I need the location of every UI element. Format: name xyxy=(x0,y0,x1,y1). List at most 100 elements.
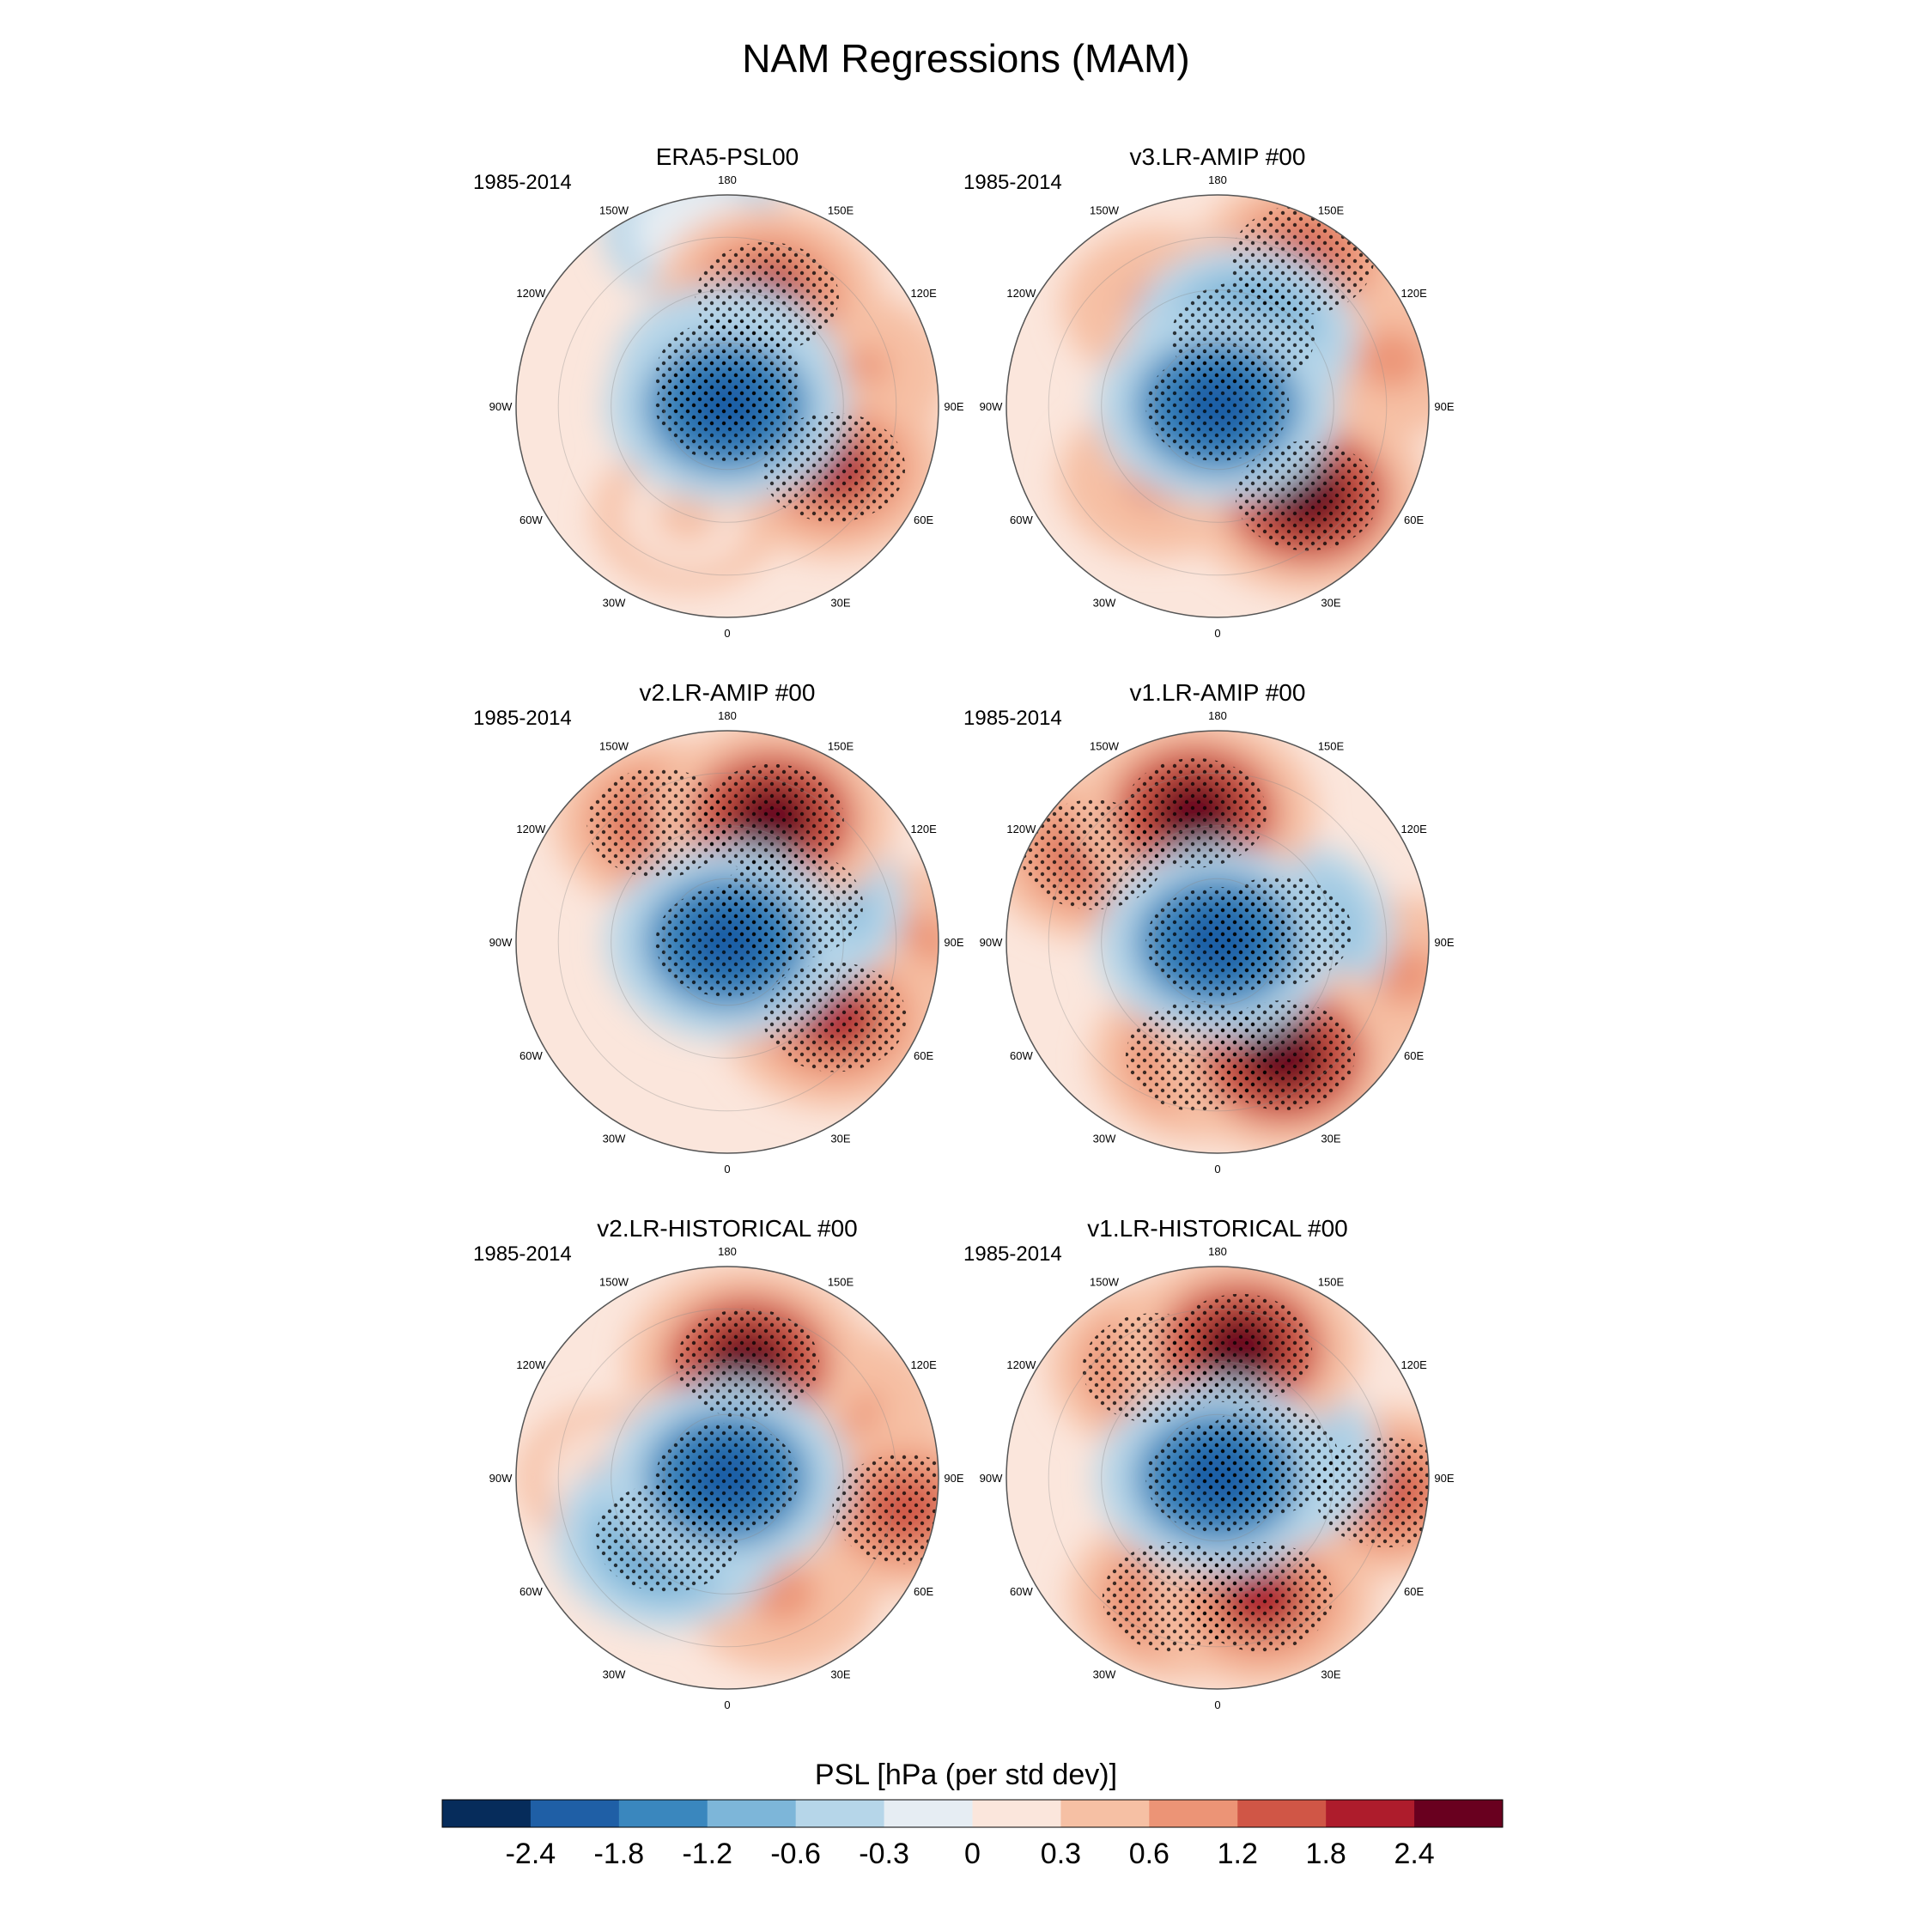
longitude-label: 60E xyxy=(914,1585,933,1598)
longitude-label: 60W xyxy=(519,513,543,526)
longitude-label: 0 xyxy=(1214,627,1220,640)
significance-stippling xyxy=(1170,282,1315,392)
longitude-label: 60E xyxy=(914,513,933,526)
longitude-label: 150E xyxy=(1318,1275,1345,1288)
latitude-circle xyxy=(1048,772,1388,1112)
colorbar-boxes xyxy=(441,1799,1504,1828)
colorbar-tick-label: -2.4 xyxy=(506,1838,556,1870)
figure-title: NAM Regressions (MAM) xyxy=(742,36,1189,81)
colorbar-box xyxy=(530,1800,620,1827)
latitude-circle xyxy=(1101,289,1334,523)
psl-field xyxy=(1006,1267,1429,1689)
longitude-label: 30W xyxy=(603,597,626,610)
psl-field xyxy=(1006,195,1429,617)
longitude-labels: 180 150E 120E 90E 60E 30E 0 30W 60W 90W 120W 150W xyxy=(489,1245,964,1711)
psl-field xyxy=(1006,731,1429,1153)
significance-stippling xyxy=(655,319,799,430)
colorbar-tick-label: 1.2 xyxy=(1218,1838,1258,1870)
longitude-label: 90E xyxy=(944,400,963,413)
longitude-label: 0 xyxy=(1214,1698,1220,1711)
longitude-label: 30E xyxy=(830,1668,850,1681)
longitude-label: 30W xyxy=(1093,1668,1116,1681)
longitude-label: 120E xyxy=(1400,823,1427,835)
panel-title: v2.LR-HISTORICAL #00 xyxy=(597,1215,857,1242)
longitude-label: 30E xyxy=(830,1133,850,1145)
longitude-label: 150W xyxy=(599,739,629,752)
longitude-label: 120W xyxy=(516,1358,546,1371)
map-border xyxy=(515,730,939,1154)
longitude-label: 180 xyxy=(718,1245,737,1258)
longitude-label: 150E xyxy=(828,739,854,752)
latitude-circle xyxy=(611,289,844,523)
longitude-label: 60E xyxy=(1404,1585,1424,1598)
colorbar-tick-label: -1.2 xyxy=(682,1838,732,1870)
latitude-circle xyxy=(1048,236,1388,576)
significance-stippling xyxy=(1021,799,1165,910)
colorbar-tick-label: -0.3 xyxy=(859,1838,909,1870)
significance-stippling xyxy=(719,849,864,960)
significance-stippling xyxy=(1208,876,1352,987)
longitude-label: 90W xyxy=(980,1472,1003,1485)
longitude-label: 0 xyxy=(724,627,730,640)
colorbar-tick-label: -0.6 xyxy=(770,1838,821,1870)
longitude-label: 120W xyxy=(516,823,546,835)
longitude-label: 30W xyxy=(1093,1133,1116,1145)
longitude-label: 120E xyxy=(1400,287,1427,300)
longitude-labels: 180 150E 120E 90E 60E 30E 0 30W 60W 90W 120W 150W xyxy=(980,709,1455,1176)
map-panel: v3.LR-AMIP #00 1985-2014 180 150E 120E 90E 60E… xyxy=(963,143,1455,640)
map-panel: v2.LR-HISTORICAL #00 1985-2014 180 150E 120E… xyxy=(473,1215,964,1711)
longitude-label: 150E xyxy=(1318,739,1345,752)
longitude-label: 60E xyxy=(1404,1049,1424,1062)
map-panel: v2.LR-AMIP #00 1985-2014 180 150E 120E 90E 60E… xyxy=(473,679,964,1176)
colorbar-box xyxy=(972,1800,1061,1827)
psl-field xyxy=(516,731,939,1153)
longitude-label: 30E xyxy=(830,597,850,610)
high-anomaly-core xyxy=(1356,330,1426,390)
longitude-label: 150W xyxy=(1090,739,1120,752)
latitude-circle xyxy=(663,1413,792,1542)
longitude-label: 150W xyxy=(599,1275,629,1288)
longitude-label: 30W xyxy=(603,1668,626,1681)
longitude-label: 120E xyxy=(910,823,937,835)
colorbar-title: PSL [hPa (per std dev)] xyxy=(815,1759,1117,1791)
colorbar-box xyxy=(1149,1800,1238,1827)
significance-stippling xyxy=(1082,1313,1226,1424)
panel-period: 1985-2014 xyxy=(963,1242,1062,1266)
colorbar-tick-labels: -2.4 -1.8 -1.2 -0.6 -0.3 0 0.3 0.6 1.2 1.8 2.4 xyxy=(506,1838,1435,1870)
latitude-circle xyxy=(611,1361,844,1595)
longitude-label: 120W xyxy=(1006,1358,1036,1371)
longitude-label: 90W xyxy=(980,400,1003,413)
longitude-label: 90E xyxy=(1434,400,1454,413)
colorbar-tick-label: 0 xyxy=(964,1838,981,1870)
longitude-labels: 180 150E 120E 90E 60E 30E 0 30W 60W 90W 120W 150W xyxy=(489,173,964,640)
panel-title: v1.LR-HISTORICAL #00 xyxy=(1087,1215,1347,1242)
significance-stippling xyxy=(762,962,907,1072)
colorbar-box xyxy=(618,1800,708,1827)
longitude-labels: 180 150E 120E 90E 60E 30E 0 30W 60W 90W 120W 150W xyxy=(980,1245,1455,1711)
panel-title: v3.LR-AMIP #00 xyxy=(1130,143,1306,170)
longitude-label: 60W xyxy=(519,1585,543,1598)
longitude-label: 120W xyxy=(1006,287,1036,300)
latitude-circle xyxy=(1153,342,1282,471)
colorbar-box xyxy=(707,1800,797,1827)
longitude-label: 60W xyxy=(1010,1585,1033,1598)
longitude-label: 0 xyxy=(1214,1163,1220,1176)
significance-stippling xyxy=(595,1482,740,1593)
panel-title: v1.LR-AMIP #00 xyxy=(1130,679,1306,706)
longitude-label: 120E xyxy=(1400,1358,1427,1371)
significance-stippling xyxy=(832,1454,939,1564)
longitude-label: 60W xyxy=(519,1049,543,1062)
panel-period: 1985-2014 xyxy=(473,1242,572,1266)
latitude-circle xyxy=(1048,1308,1388,1648)
map-border xyxy=(515,1266,939,1690)
longitude-label: 30E xyxy=(1321,1133,1340,1145)
longitude-label: 60E xyxy=(1404,513,1424,526)
colorbar-box xyxy=(884,1800,973,1827)
significance-stippling xyxy=(675,1308,820,1419)
longitude-label: 180 xyxy=(1208,1245,1227,1258)
longitude-label: 180 xyxy=(1208,709,1227,722)
significance-stippling xyxy=(700,763,844,874)
latitude-circle xyxy=(611,825,844,1059)
longitude-label: 90W xyxy=(489,936,513,949)
